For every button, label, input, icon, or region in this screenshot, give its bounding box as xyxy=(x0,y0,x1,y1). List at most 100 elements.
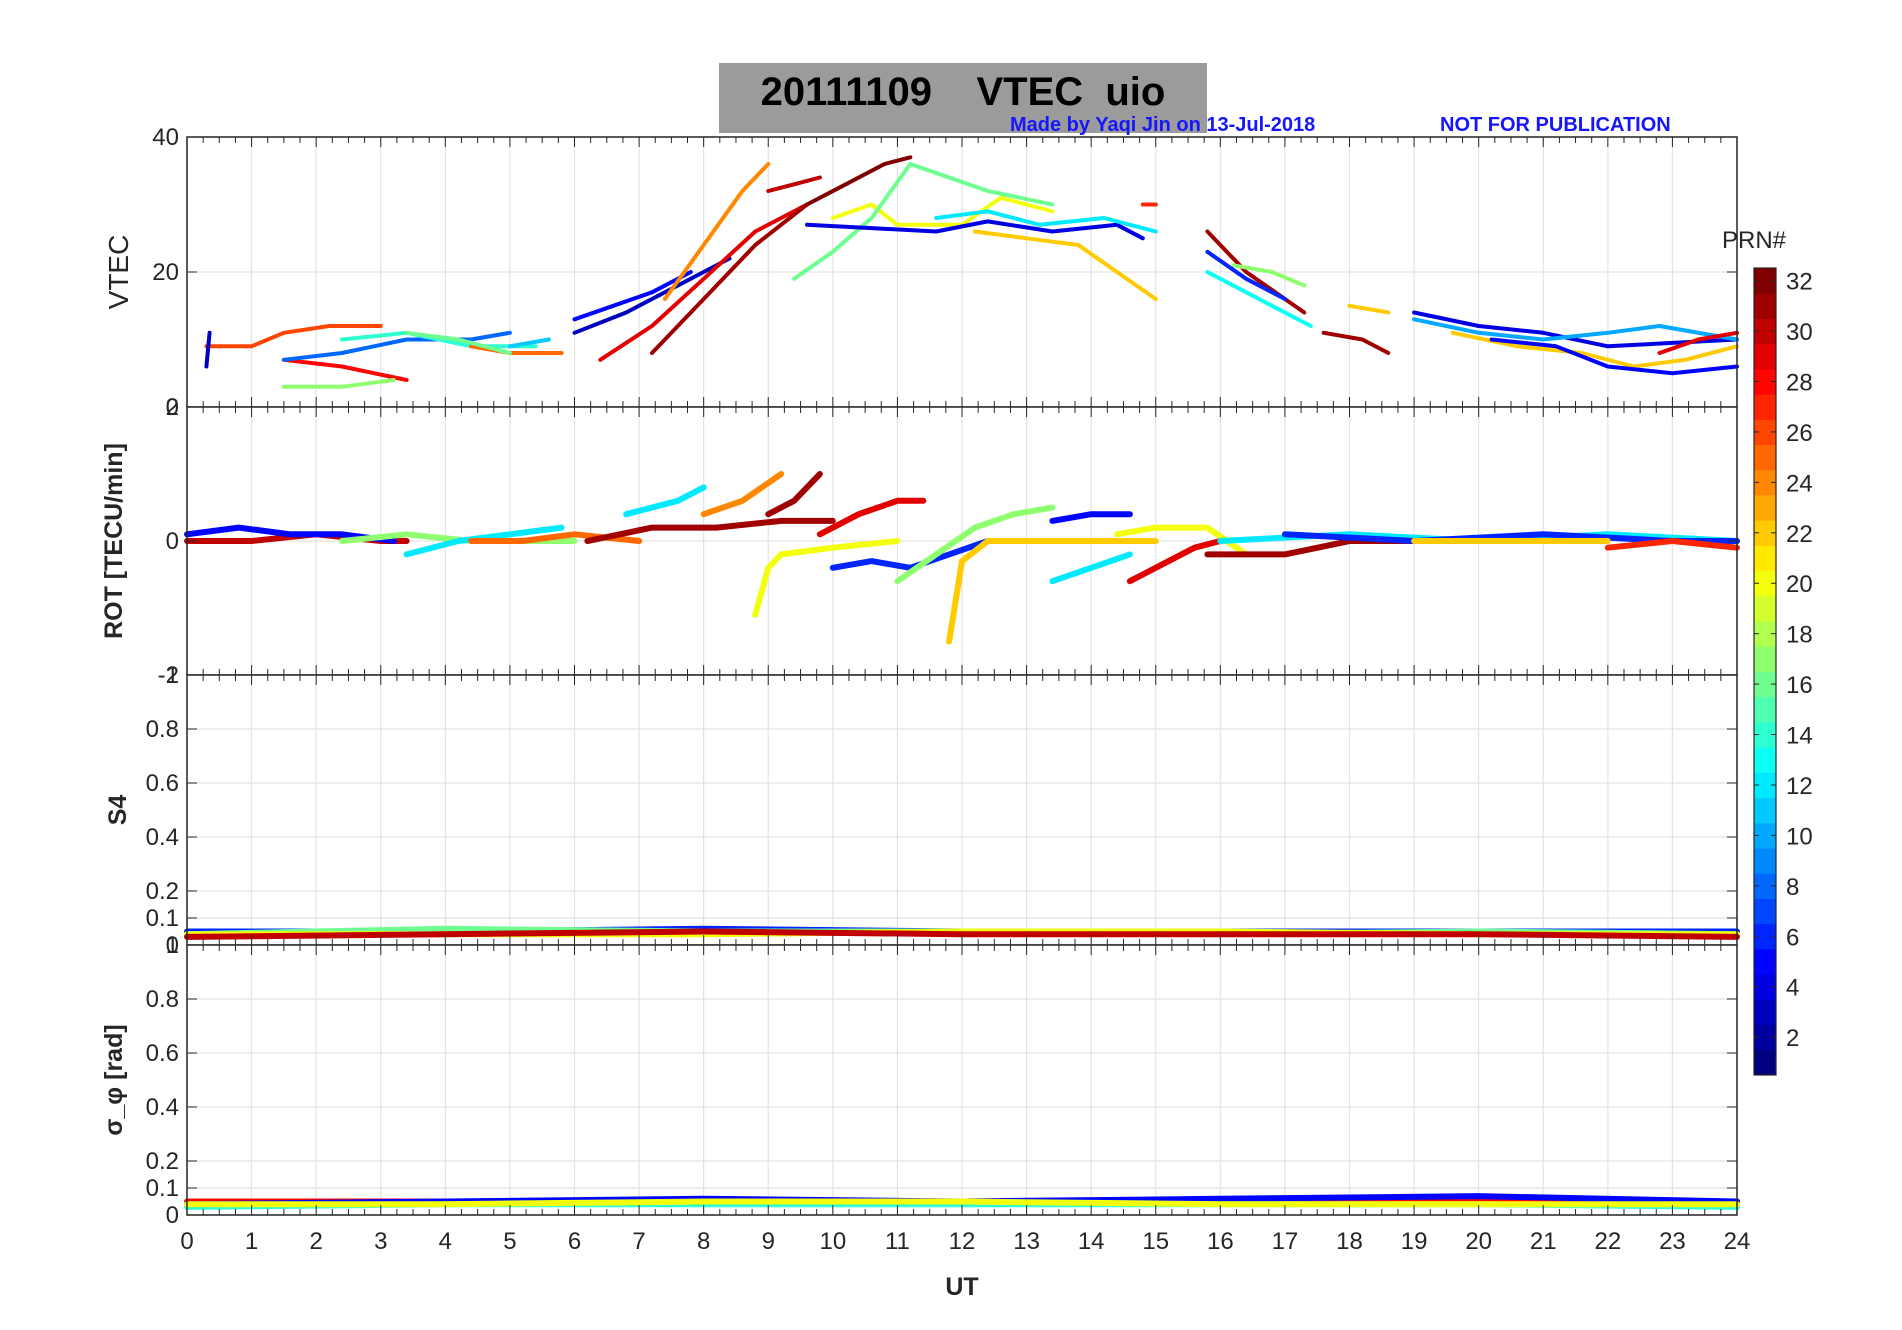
series-line-prn-24 xyxy=(700,471,785,518)
colorbar-tick-label: 4 xyxy=(1786,975,1799,1002)
colorbar-tick-label: 12 xyxy=(1786,773,1813,800)
colorbar-tick-label: 16 xyxy=(1786,672,1813,699)
colorbar-tick-label: 32 xyxy=(1786,269,1813,296)
colorbar-tick-label: 20 xyxy=(1786,571,1813,598)
x-tick-label: 0 xyxy=(180,1228,193,1255)
colorbar-tick-label: 26 xyxy=(1786,420,1813,447)
y-tick-label: 0.4 xyxy=(146,824,179,851)
y-axis-label: ROT [TECU/min] xyxy=(100,443,128,639)
x-tick-label: 23 xyxy=(1659,1228,1686,1255)
x-tick-label: 1 xyxy=(245,1228,258,1255)
colorbar-tick-label: 2 xyxy=(1786,1025,1799,1052)
series-line-prn-22 xyxy=(946,538,1159,645)
series-line-prn-6 xyxy=(1205,249,1287,301)
series-line-prn-4 xyxy=(1412,310,1739,349)
y-tick-label: -2 xyxy=(158,662,179,689)
series-line-prn-5 xyxy=(1489,337,1739,376)
panel-rot: -2 02 ROT [TECU/min] xyxy=(100,394,1740,689)
y-tick-label: 1 xyxy=(166,662,179,689)
colorbar-swatch xyxy=(1754,797,1776,824)
colorbar-swatch xyxy=(1754,671,1776,698)
colorbar-tick-label: 24 xyxy=(1786,470,1813,497)
series-line-prn-24 xyxy=(662,162,771,301)
colorbar-tick-label: 22 xyxy=(1786,521,1813,548)
credit-text: Made by Yaqi Jin on 13-Jul-2018 xyxy=(1010,114,1316,136)
colorbar-swatch xyxy=(1754,646,1776,672)
colorbar-swatch xyxy=(1754,520,1776,546)
series-line-prn-16 xyxy=(792,162,1055,281)
colorbar-swatch xyxy=(1754,570,1776,597)
colorbar-swatch xyxy=(1754,848,1776,874)
colorbar-swatch xyxy=(1754,696,1776,723)
notice-text: NOT FOR PUBLICATION xyxy=(1440,114,1671,136)
colorbar-swatch xyxy=(1754,293,1776,319)
colorbar-tick-label: 8 xyxy=(1786,874,1799,901)
y-tick-label: 0 xyxy=(166,394,179,421)
x-tick-label: 9 xyxy=(762,1228,775,1255)
series-line-prn-27 xyxy=(1604,538,1740,551)
y-tick-label: 2 xyxy=(166,394,179,421)
series-line-prn-31 xyxy=(1321,330,1391,355)
colorbar-swatch xyxy=(1754,419,1776,446)
chart-title: 20111109 VTEC uio xyxy=(719,70,1207,115)
y-tick-label: 20 xyxy=(152,259,179,286)
colorbar-swatch xyxy=(1754,822,1776,849)
series-line-prn-16 xyxy=(404,330,512,355)
colorbar-swatch xyxy=(1754,621,1776,647)
colorbar-swatch xyxy=(1754,318,1776,345)
x-tick-label: 10 xyxy=(819,1228,846,1255)
series-line-prn-30 xyxy=(184,928,1740,940)
x-tick-label: 21 xyxy=(1530,1228,1557,1255)
x-tick-label: 14 xyxy=(1078,1228,1105,1255)
y-tick-label: 0 xyxy=(166,932,179,959)
series-line-prn-17 xyxy=(1231,263,1307,288)
colorbar-tick-label: 30 xyxy=(1786,319,1813,346)
title-banner xyxy=(719,63,1207,133)
x-tick-label: 18 xyxy=(1336,1228,1363,1255)
series-line-prn-12 xyxy=(403,524,565,558)
y-tick-label: 0.4 xyxy=(146,1094,179,1121)
series-line-prn-20 xyxy=(184,1198,1740,1208)
series-line-prn-29 xyxy=(1657,330,1739,355)
x-tick-label: 17 xyxy=(1272,1228,1299,1255)
y-axis-label: S4 xyxy=(104,795,132,826)
colorbar-label: PRN# xyxy=(1722,227,1787,254)
colorbar-tick-label: 6 xyxy=(1786,924,1799,951)
y-tick-label: 0.6 xyxy=(146,770,179,797)
x-axis-label: UT xyxy=(945,1273,978,1301)
x-tick-label: 2 xyxy=(309,1228,322,1255)
series-line-prn-31 xyxy=(650,202,809,355)
y-tick-label: 0.6 xyxy=(146,1040,179,1067)
x-tick-label: 5 xyxy=(503,1228,516,1255)
y-tick-label: 0.2 xyxy=(146,1148,179,1175)
colorbar-swatch xyxy=(1754,721,1776,748)
series-line-prn-17 xyxy=(281,378,396,389)
series-line-prn-14 xyxy=(340,330,538,349)
colorbar-swatch xyxy=(1754,999,1776,1026)
series-line-prn-29 xyxy=(816,497,927,538)
y-tick-label: 0.8 xyxy=(146,986,179,1013)
x-tick-label: 8 xyxy=(697,1228,710,1255)
title-parameter: VTEC xyxy=(976,70,1084,114)
y-tick-label: 40 xyxy=(152,124,179,151)
x-tick-label: 22 xyxy=(1594,1228,1621,1255)
series-line-prn-17 xyxy=(894,504,1056,585)
panel-s4: 00.10.2 0.4 0.6 0.8 1 S4 xyxy=(104,662,1740,959)
series-line-prn-4 xyxy=(805,219,1145,241)
colorbar-swatch xyxy=(1754,1049,1776,1076)
x-tick-label: 13 xyxy=(1013,1228,1040,1255)
series-line-prn-32 xyxy=(805,155,913,207)
series-line-prn-26 xyxy=(204,324,383,349)
series-line-prn-12 xyxy=(1049,551,1133,585)
colorbar-swatch xyxy=(1754,873,1776,899)
colorbar-tick-label: 28 xyxy=(1786,369,1813,396)
series-line-prn-13 xyxy=(1205,270,1313,328)
y-tick-label: 0.1 xyxy=(146,1175,179,1202)
colorbar-swatch xyxy=(1754,747,1776,773)
series-line-prn-31 xyxy=(765,471,823,518)
colorbar-swatch xyxy=(1754,898,1776,925)
series-line-prn-28 xyxy=(281,357,409,382)
series-line-prn-10 xyxy=(1412,317,1739,342)
